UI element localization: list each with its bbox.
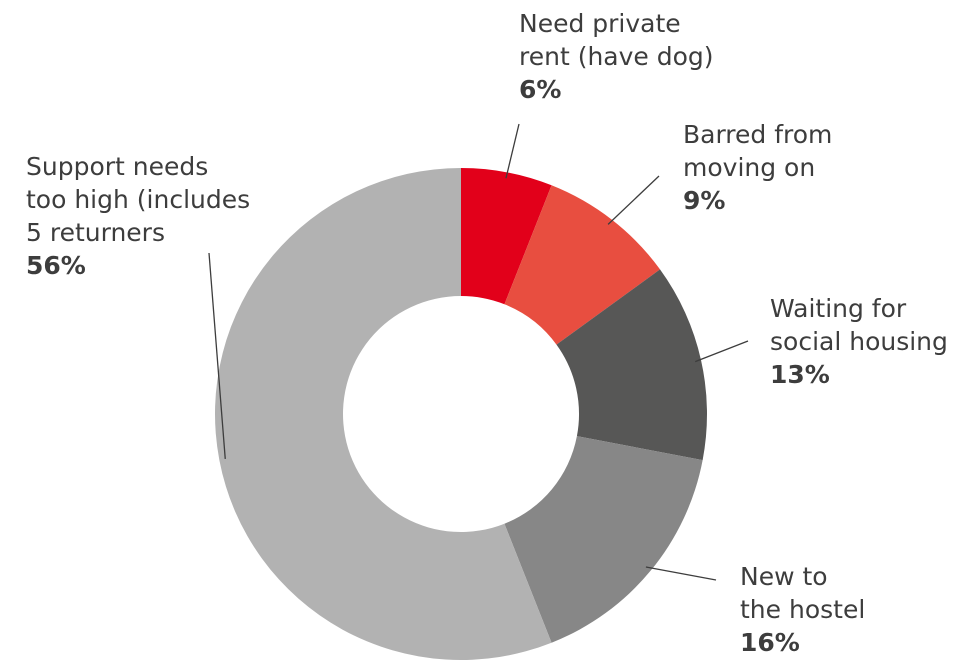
slice-label-waiting-social-housing: Waiting for social housing 13% — [770, 292, 948, 391]
slice-label-line: the hostel — [740, 595, 866, 624]
slice-waiting-for-social-housing — [556, 269, 707, 461]
slice-support-needs-too-high-includes-5-returners — [215, 168, 552, 660]
slice-label-line: rent (have dog) — [519, 42, 714, 71]
slice-value-label: 16% — [740, 628, 800, 657]
slice-value-label: 6% — [519, 75, 562, 104]
slice-label-line: New to — [740, 562, 828, 591]
leader-line-support-needs-too-high-includes-5-returners — [208, 252, 226, 460]
slice-label-line: Waiting for — [770, 294, 907, 323]
leader-line-waiting-for-social-housing — [694, 340, 749, 363]
leader-line-need-private-rent-have-dog — [505, 123, 520, 179]
slice-new-to-the-hostel — [504, 436, 703, 643]
slice-label-line: social housing — [770, 327, 948, 356]
slice-label-support-needs: Support needs too high (includes 5 retur… — [26, 150, 250, 282]
slice-value-label: 13% — [770, 360, 830, 389]
slice-need-private-rent-have-dog — [461, 168, 552, 305]
slice-label-line: too high (includes — [26, 185, 251, 214]
slice-label-line: moving on — [683, 153, 816, 182]
slice-label-line: 5 returners — [26, 218, 165, 247]
slice-label-line: Support needs — [26, 152, 209, 181]
slice-barred-from-moving-on — [504, 185, 661, 345]
slice-value-label: 56% — [26, 251, 86, 280]
slice-label-new-to-hostel: New to the hostel 16% — [740, 560, 865, 659]
slice-label-line: Barred from — [683, 120, 833, 149]
slice-label-need-private-rent: Need private rent (have dog) 6% — [519, 7, 714, 106]
leader-line-barred-from-moving-on — [607, 175, 660, 225]
slice-label-barred: Barred from moving on 9% — [683, 118, 832, 217]
leader-line-new-to-the-hostel — [645, 566, 717, 581]
slice-value-label: 9% — [683, 186, 726, 215]
slice-label-line: Need private — [519, 9, 681, 38]
